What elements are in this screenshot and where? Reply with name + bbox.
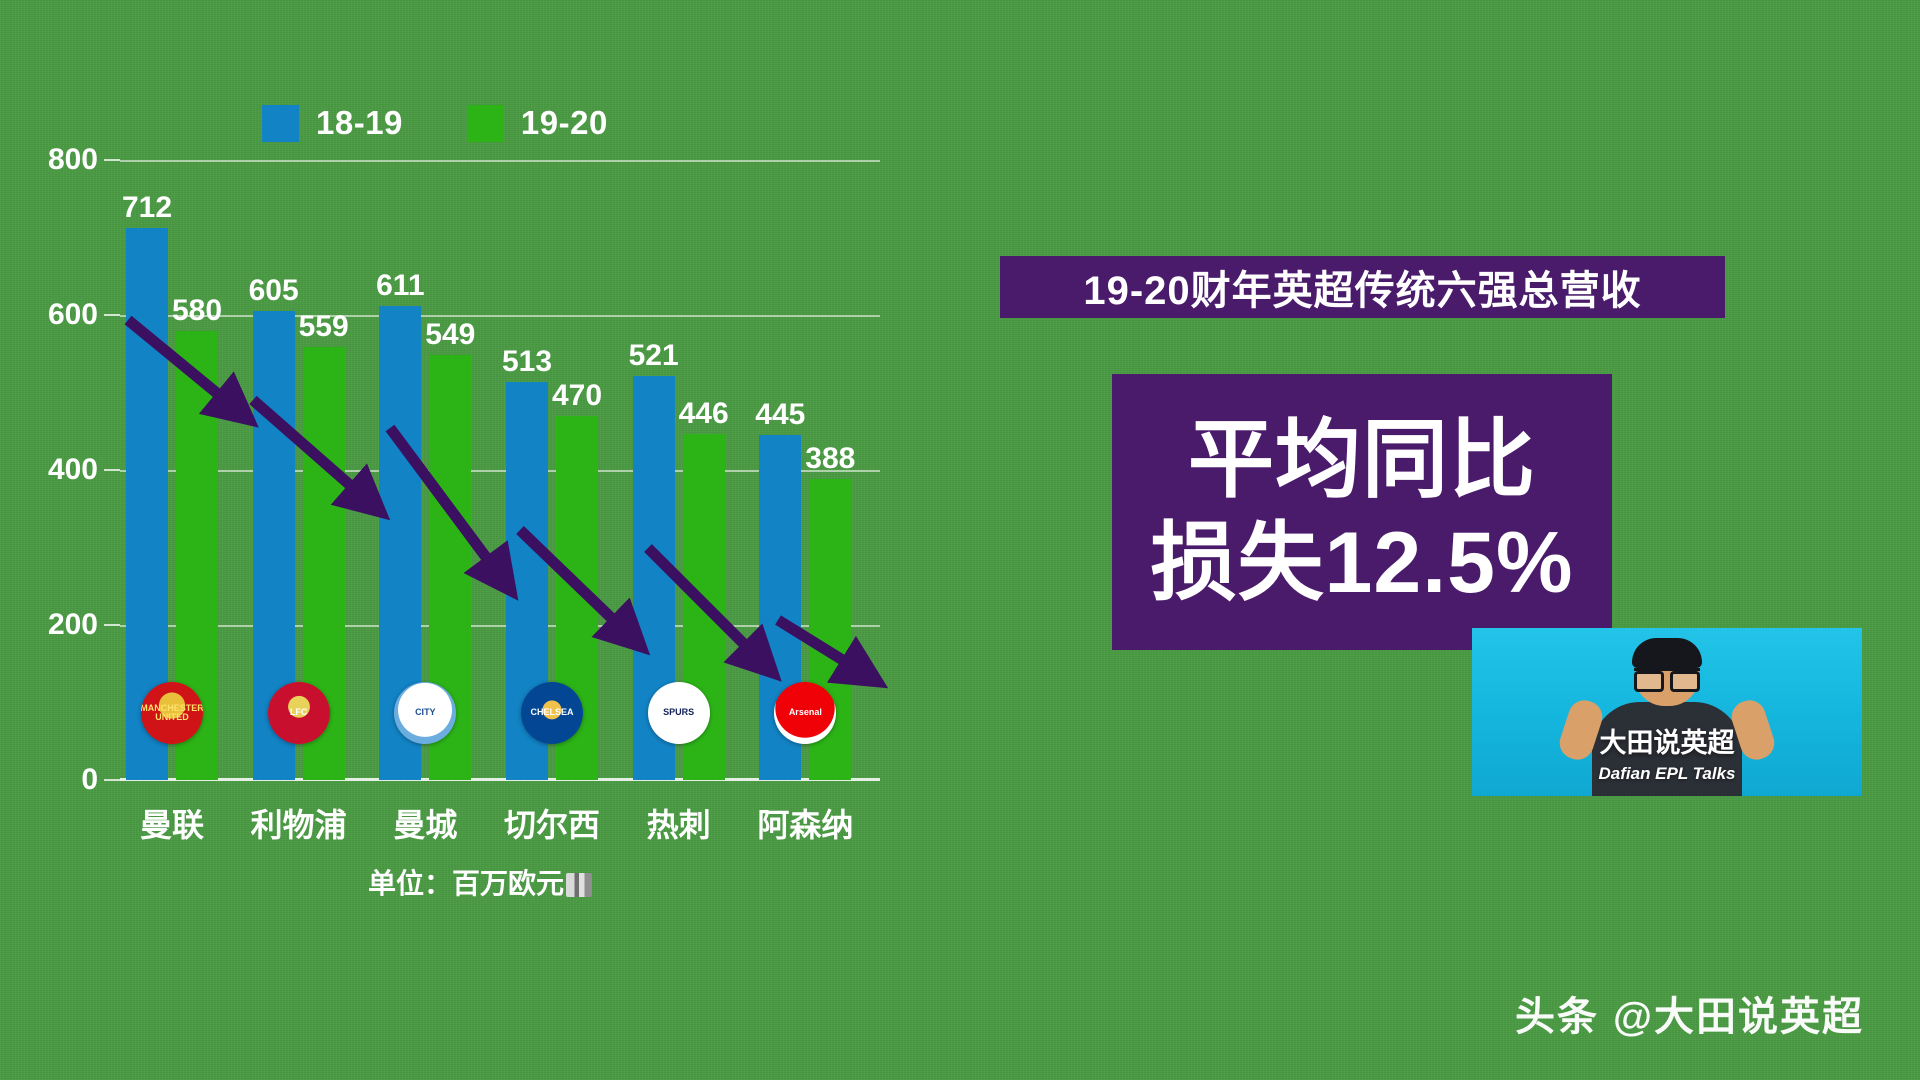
avatar-name-cn: 大田说英超 <box>1599 728 1735 758</box>
gridline <box>120 315 880 317</box>
watermark: 头条 @大田说英超 <box>1515 984 1864 1042</box>
avatar-body <box>1592 702 1742 796</box>
x-category-label: 切尔西 <box>503 807 601 843</box>
club-crest-icon-曼城: CITY <box>394 682 457 744</box>
y-tick-label: 600 <box>47 298 98 331</box>
x-category-label: 曼联 <box>139 807 205 843</box>
legend-label-18-19: 18-19 <box>316 104 403 141</box>
bar-group: 445 388 Arsenal 阿森纳 <box>755 160 855 843</box>
y-tick-label: 200 <box>47 608 98 641</box>
bar-value-label: 559 <box>298 309 349 343</box>
bar-value-label: 521 <box>628 339 679 373</box>
y-tick-label: 400 <box>47 453 98 486</box>
headline-text: 19-20财年英超传统六强总营收 <box>1083 269 1642 313</box>
unit-note-text: 单位：百万欧元 <box>367 868 564 899</box>
headline-band: 19-20财年英超传统六强总营收 <box>1000 256 1725 318</box>
bar-group: 605 559 LFC 利物浦 <box>249 160 349 843</box>
callout-box: 平均同比 损失12.5% <box>1112 374 1612 650</box>
y-tick-mark <box>104 779 120 781</box>
x-category-label: 曼城 <box>393 807 458 843</box>
bar-value-label: 712 <box>121 191 173 225</box>
watermark-handle: @大田说英超 <box>1612 995 1864 1039</box>
bar-value-label: 388 <box>805 442 856 476</box>
unit-note: 单位：百万欧元 <box>0 862 960 902</box>
avatar-name-en: Dafian EPL Talks <box>1598 764 1736 783</box>
y-tick-label: 0 <box>81 763 98 796</box>
y-tick-mark <box>104 314 120 316</box>
x-category-label: 利物浦 <box>250 807 347 843</box>
bar-group: 513 470 CHELSEA 切尔西 <box>502 160 602 843</box>
bar-value-label: 605 <box>248 274 299 308</box>
legend-item-18-19: 18-19 <box>262 104 403 142</box>
club-crest-icon-切尔西: CHELSEA <box>521 682 583 744</box>
x-category-label: 阿森纳 <box>757 807 854 843</box>
y-tick-mark <box>104 159 120 161</box>
gridline <box>120 625 880 627</box>
bar-value-label: 513 <box>501 345 553 379</box>
y-tick-mark <box>104 469 120 471</box>
bar-group: 712 580 MANCHESTER UNITED 曼联 <box>122 160 222 843</box>
legend-swatch-18-19 <box>262 104 299 142</box>
bar-value-label: 470 <box>551 378 603 412</box>
bar-group: 611 549 CITY 曼城 <box>376 160 475 843</box>
legend-label-19-20: 19-20 <box>520 104 608 141</box>
legend-swatch-19-20 <box>466 104 504 142</box>
club-crest-icon-热刺: SPURS <box>647 682 710 744</box>
bar-chart: 18-19 19-20 0 200 400 600 800 712 580 MANCHEST… <box>0 0 960 920</box>
x-category-label: 热刺 <box>646 807 711 843</box>
y-tick-mark <box>104 624 120 626</box>
bar-group: 521 446 SPURS 热刺 <box>629 160 729 843</box>
watermark-brand: 头条 <box>1514 995 1599 1039</box>
bar-value-label: 445 <box>755 398 806 432</box>
callout-line-2: 损失12.5% <box>1150 515 1574 611</box>
callout-line-1: 平均同比 <box>1188 411 1536 508</box>
gridline <box>120 160 880 162</box>
club-crest-icon-阿森纳: Arsenal <box>774 682 837 744</box>
avatar-hair <box>1632 638 1702 668</box>
chart-legend: 18-19 19-20 <box>262 104 608 142</box>
legend-item-19-20: 19-20 <box>466 104 608 142</box>
y-tick-label: 800 <box>47 143 98 176</box>
x-axis-line <box>120 778 880 781</box>
keyboard-emoji-icon <box>566 873 592 897</box>
bar-value-label: 549 <box>425 317 476 351</box>
club-crest-icon-利物浦: LFC <box>267 682 330 744</box>
bar-value-label: 580 <box>171 293 223 327</box>
club-crest-icon-曼联: MANCHESTER UNITED <box>141 682 203 744</box>
plot-area: 0 200 400 600 800 712 580 MANCHESTER UNITED 曼联 6… <box>48 143 880 843</box>
avatar-card: 大田说英超 Dafian EPL Talks <box>1472 628 1862 796</box>
bar-value-label: 446 <box>678 397 729 431</box>
glasses-icon <box>1634 668 1700 692</box>
bar-value-label: 611 <box>376 269 425 303</box>
